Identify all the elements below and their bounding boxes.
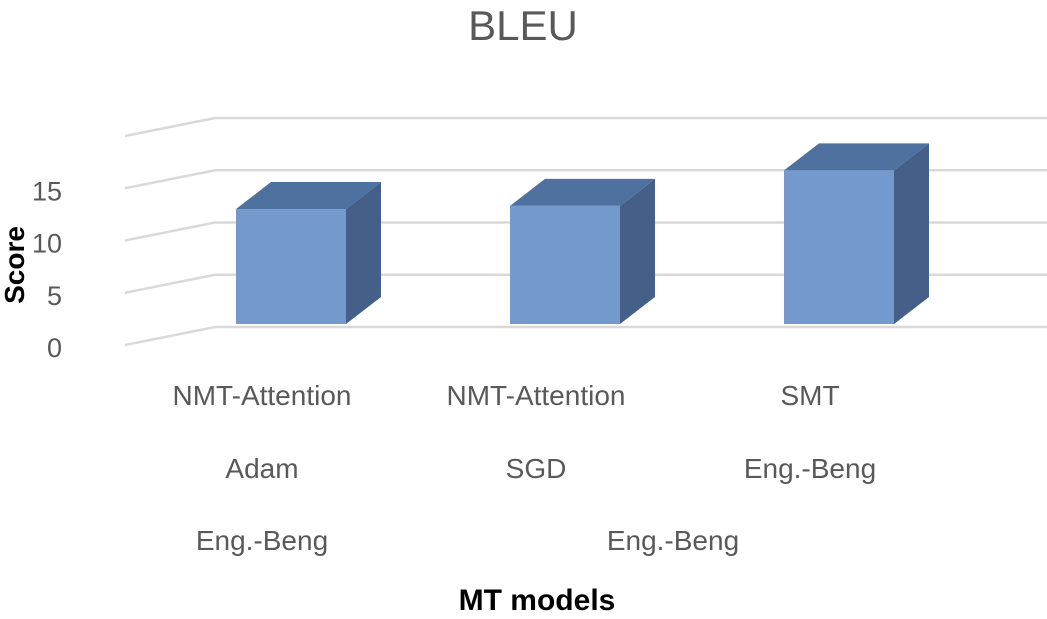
chart-title: BLEU [468, 2, 578, 49]
category-label: NMT-Attention [447, 380, 626, 411]
bar-front [784, 170, 894, 324]
bar-top [784, 143, 929, 171]
y-axis-ticks: 0 5 10 15 [32, 176, 62, 363]
y-tick-label: 5 [47, 281, 62, 311]
gridlines [124, 116, 1047, 347]
bar-side [894, 143, 929, 324]
gridline [124, 169, 1047, 190]
x-axis-label: MT models [459, 584, 616, 617]
x-axis-labels: NMT-Attention Adam NMT-Attention SGD SMT Eng.… [173, 380, 877, 556]
bar-top [510, 178, 655, 206]
y-tick-label: 0 [47, 333, 62, 363]
y-axis-label: Score [0, 226, 30, 304]
category-label: SGD [506, 453, 567, 484]
y-tick-label: 10 [32, 229, 62, 259]
category-label: SMT [780, 380, 839, 411]
bar [784, 143, 929, 324]
bar-front [510, 205, 620, 324]
gridline [124, 221, 1047, 242]
category-label: NMT-Attention [173, 380, 352, 411]
bars [236, 143, 929, 324]
y-tick-label: 15 [32, 176, 62, 206]
bar [510, 178, 655, 324]
bar-side [620, 178, 655, 324]
bar-top [236, 182, 381, 210]
gridline [124, 116, 1047, 138]
bar-side [346, 182, 381, 324]
bar [236, 182, 381, 324]
group-label: Eng.-Beng [196, 525, 328, 556]
gridline [124, 325, 1047, 347]
bar-front [236, 209, 346, 324]
category-label: Eng.-Beng [744, 453, 876, 484]
gridline [124, 273, 1047, 294]
category-label: Adam [225, 453, 298, 484]
group-label: Eng.-Beng [607, 525, 739, 556]
